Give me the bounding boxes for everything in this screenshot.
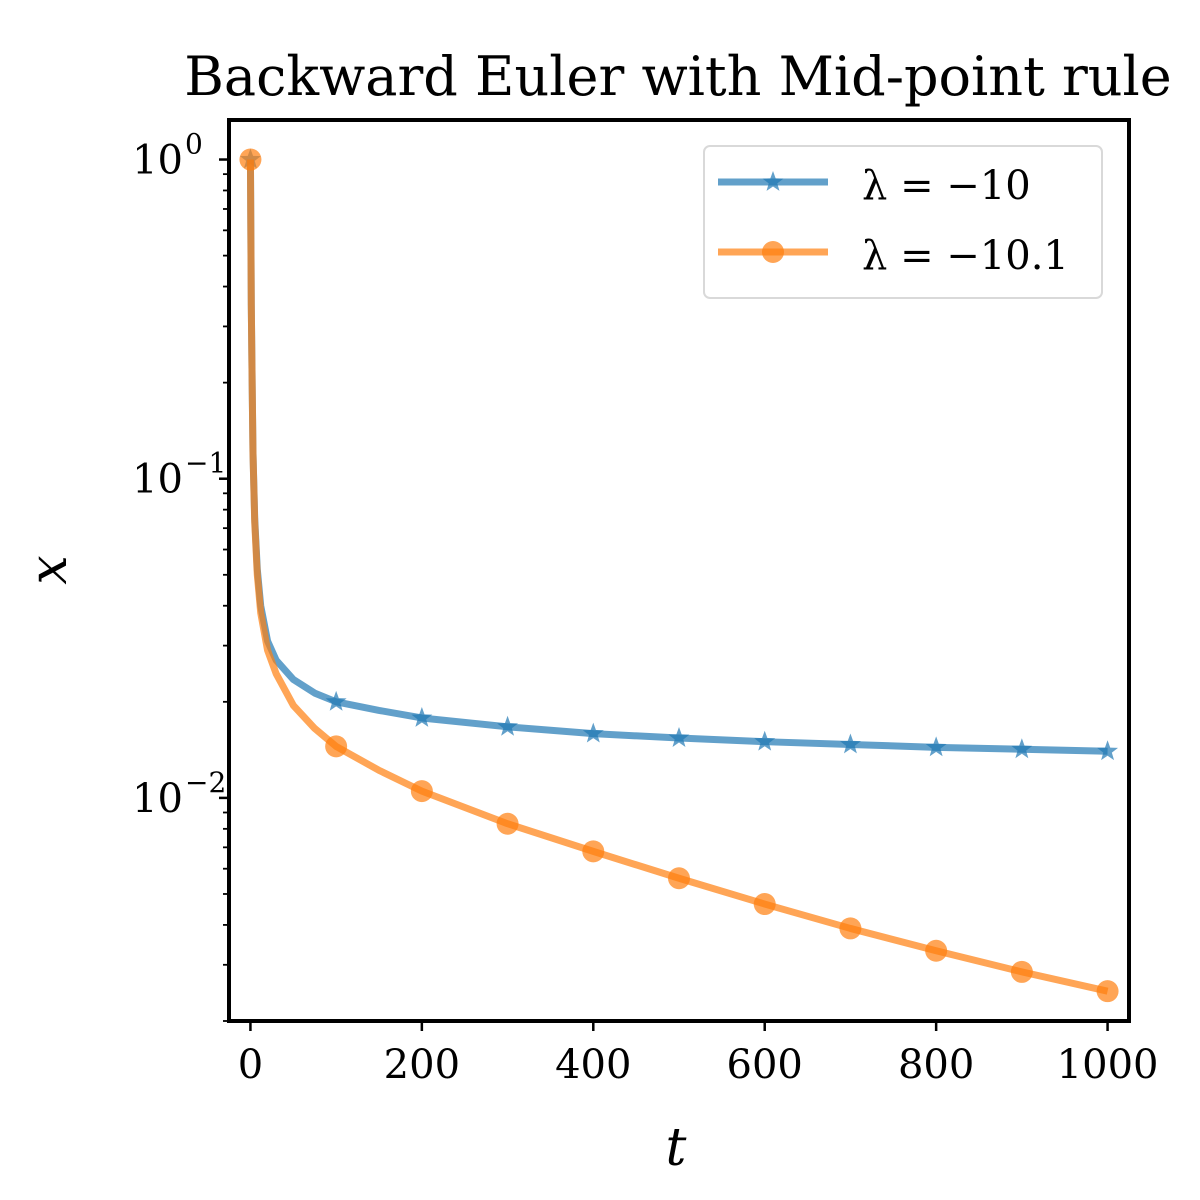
series-2-point: [925, 939, 948, 962]
series-1-point: [839, 733, 861, 754]
series-1-point: [582, 722, 604, 743]
series-2-point: [325, 735, 348, 758]
series-1-point: [925, 736, 947, 757]
chart-title: Backward Euler with Mid-point rule: [184, 45, 1172, 108]
x-tick-label: 200: [384, 1042, 460, 1088]
series-1-point: [754, 730, 776, 751]
series-1-point: [411, 706, 433, 727]
series-2-point: [239, 148, 262, 171]
plot-frame: [227, 118, 1131, 1023]
x-tick-label: 0: [238, 1042, 263, 1088]
legend: λ = −10 λ = −10.1: [703, 145, 1103, 299]
series-2-point: [1096, 980, 1119, 1003]
legend-handle-marker: [762, 171, 784, 191]
series-2-point: [753, 893, 776, 916]
series-2-point: [410, 780, 433, 803]
y-axis-label: x: [19, 555, 79, 584]
series-2-point: [1010, 960, 1033, 983]
x-tick-label: 400: [555, 1042, 631, 1088]
series-2-point: [668, 867, 690, 890]
series-2-line: [246, 159, 1109, 995]
y-tick-label: 10: [132, 776, 183, 822]
legend-handle-marker: [762, 241, 784, 263]
series-2-point: [496, 812, 519, 835]
series-2-point: [582, 840, 605, 863]
series-2-point: [839, 917, 862, 940]
x-tick-label: 600: [727, 1042, 803, 1088]
legend-entries: [718, 171, 828, 263]
x-tick-label: 800: [898, 1042, 974, 1088]
x-axis-label: t: [666, 1118, 687, 1178]
y-tick-label: 10: [132, 138, 183, 184]
x-axis-ticks: 0 200 400 600 800 1000: [238, 1021, 1159, 1088]
plot-marks: [239, 148, 1119, 1003]
series-1-point: [1011, 738, 1033, 759]
series-1-point: [1097, 740, 1119, 761]
x-tick-label: 1000: [1057, 1042, 1159, 1088]
legend-label-series-2: λ = −10.1: [862, 233, 1069, 279]
y-tick-exponent: 0: [185, 128, 203, 161]
y-tick-exponent: −1: [185, 447, 226, 480]
legend-label-series-1: λ = −10: [862, 163, 1031, 209]
series-1-point: [497, 715, 519, 736]
series-1-point: [668, 727, 690, 747]
series-1-point: [325, 690, 347, 711]
y-tick-label: 10: [132, 457, 183, 503]
y-tick-exponent: −2: [185, 766, 226, 799]
